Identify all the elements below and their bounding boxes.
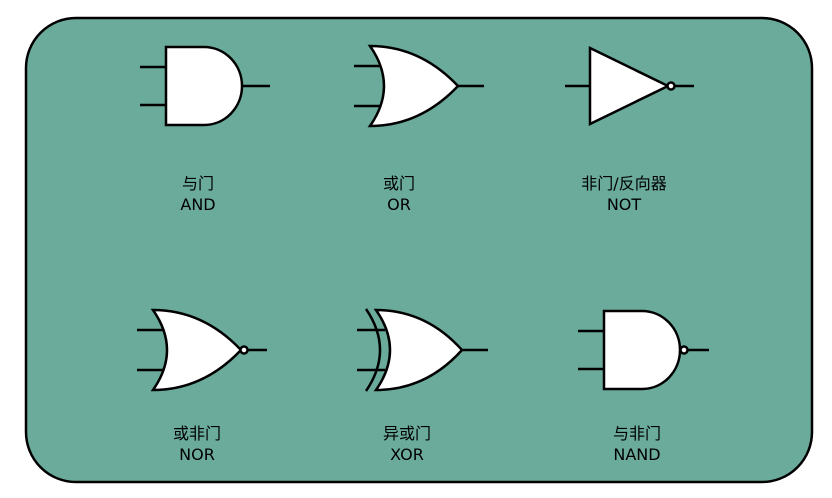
nand-gate-icon bbox=[578, 309, 709, 391]
not-gate-label: 非门/反向器 NOT bbox=[581, 174, 667, 214]
xor-gate-label: 异或门 XOR bbox=[382, 424, 431, 464]
and-gate-label: 与门 AND bbox=[180, 174, 216, 214]
not-gate-icon bbox=[565, 46, 694, 126]
or-gate-icon bbox=[354, 44, 484, 128]
nor-gate-icon bbox=[137, 308, 267, 392]
nor-gate-label: 或非门 NOR bbox=[172, 424, 221, 464]
xor-gate-icon bbox=[357, 308, 488, 392]
or-gate-label: 或门 OR bbox=[382, 174, 415, 214]
nand-gate-label: 与非门 NAND bbox=[612, 424, 661, 464]
and-gate-icon bbox=[140, 45, 270, 127]
